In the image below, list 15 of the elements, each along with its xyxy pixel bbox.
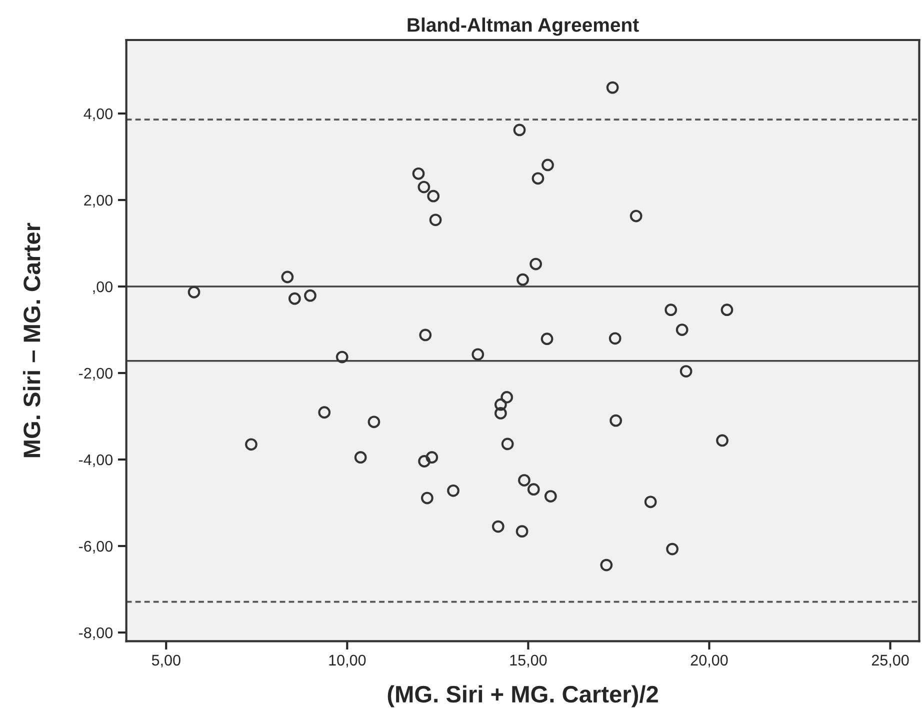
y-tick-label: -6,00: [78, 540, 113, 554]
y-axis-title: MG. Siri – MG. Carter: [22, 222, 40, 458]
y-tick-label: 4,00: [84, 108, 113, 121]
x-tick-label: 25,00: [872, 654, 909, 668]
y-tick-label: -4,00: [78, 454, 113, 468]
y-tick-label: 2,00: [84, 194, 113, 208]
y-tick-label: -2,00: [78, 368, 113, 381]
chart-title: Bland-Altman Agreement: [408, 18, 639, 36]
x-tick-label: 5,00: [152, 654, 180, 668]
x-tick-label: 20,00: [690, 654, 728, 668]
x-axis-title: (MG. Siri + MG. Carter)/2: [388, 685, 658, 708]
y-tick-label: ,00: [93, 281, 113, 294]
y-tick-label: -8,00: [78, 627, 113, 640]
x-tick-label: 15,00: [510, 654, 547, 668]
x-tick-label: 10,00: [329, 654, 366, 668]
